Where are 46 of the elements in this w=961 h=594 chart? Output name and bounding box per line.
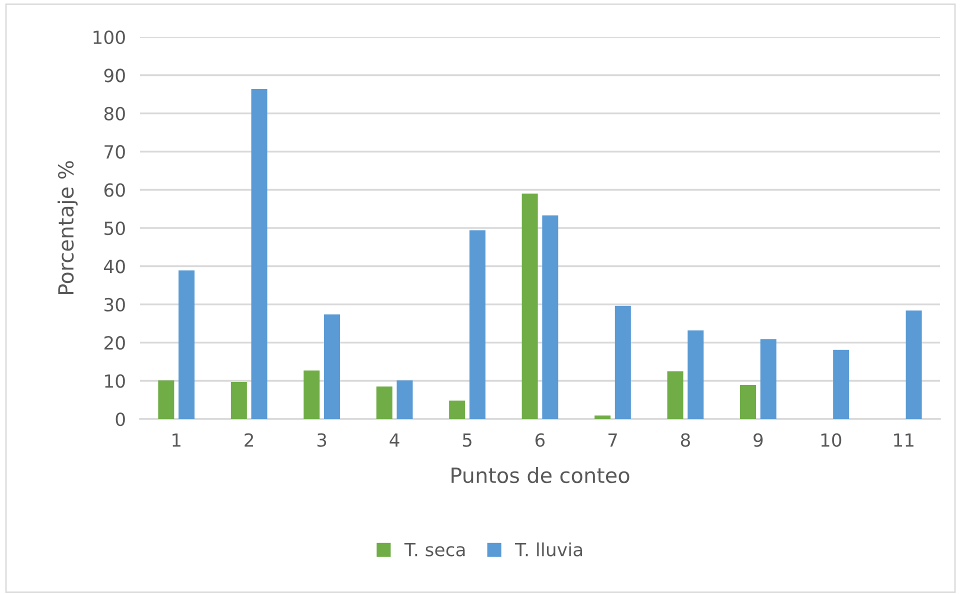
legend-label: T. seca [404, 543, 465, 556]
x-tick-label: 10 [821, 433, 842, 447]
bar [614, 306, 631, 419]
bar [178, 270, 195, 419]
x-tick-label: 1 [172, 433, 180, 447]
bar [304, 370, 320, 419]
y-tick-label: 10 [105, 374, 125, 388]
bar [542, 215, 558, 419]
bar [469, 230, 486, 419]
y-axis-title: Porcentaje % [58, 161, 78, 294]
bar [522, 194, 538, 419]
x-axis-title: Puntos de conteo [452, 467, 630, 484]
x-tick-label: 5 [462, 433, 472, 447]
bar [740, 385, 756, 419]
y-tick-label: 30 [104, 298, 125, 312]
bar [667, 371, 684, 419]
x-tick-label: 9 [754, 433, 763, 447]
x-tick-label: 6 [536, 433, 545, 447]
bar [760, 339, 776, 419]
bar [688, 330, 704, 419]
bar [251, 88, 268, 419]
y-tick-label: 90 [104, 68, 125, 82]
legend-label: T. lluvia [514, 542, 582, 556]
y-tick-label: 20 [104, 336, 125, 350]
bar [396, 380, 413, 419]
x-tick-label: 7 [608, 433, 617, 447]
x-tick-label: 4 [390, 433, 400, 447]
bar [594, 416, 611, 419]
y-tick-label: 100 [94, 30, 125, 44]
y-tick-label: 50 [104, 221, 125, 236]
y-tick-label: 40 [104, 260, 125, 274]
bar [906, 310, 922, 419]
y-tick-label: 0 [116, 412, 125, 426]
bar [324, 314, 340, 419]
y-tick-label: 60 [104, 183, 125, 197]
bar [230, 382, 247, 419]
bar [833, 350, 850, 419]
x-tick-label: 11 [894, 433, 914, 447]
y-tick-label: 70 [104, 145, 125, 159]
bar [158, 380, 174, 419]
bar [449, 400, 466, 419]
y-tick-label: 80 [104, 106, 125, 121]
x-tick-label: 2 [244, 433, 254, 447]
x-tick-label: 3 [317, 433, 326, 447]
bar [376, 386, 392, 419]
x-tick-label: 8 [680, 433, 690, 447]
